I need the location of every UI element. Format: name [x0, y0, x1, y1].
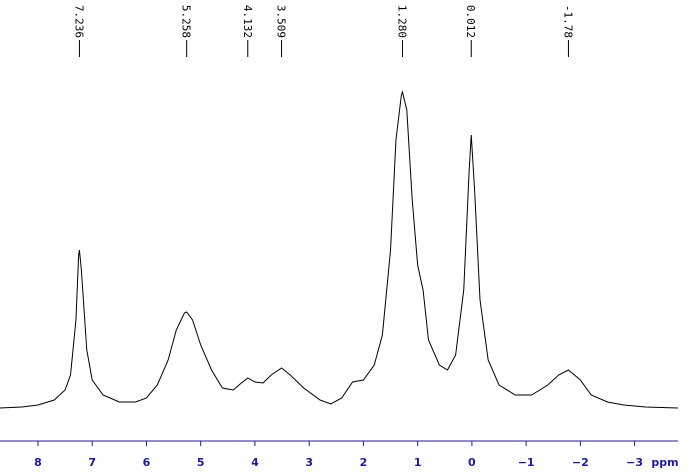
x-tick-label: 7	[88, 456, 96, 469]
x-tick-label: 3	[305, 456, 313, 469]
peak-label: 7.236	[72, 5, 85, 38]
peak-label: -1.78	[561, 5, 574, 38]
x-tick-label: −2	[572, 456, 589, 469]
x-tick-label: −3	[626, 456, 643, 469]
x-tick-label: 6	[143, 456, 151, 469]
x-tick-label: 1	[414, 456, 422, 469]
peak-label: 5.258	[180, 5, 193, 38]
peak-label: 0.012	[464, 5, 477, 38]
peak-label: 3.509	[275, 5, 288, 38]
x-tick-label: 4	[251, 456, 259, 469]
spectrum-line	[0, 90, 679, 409]
peak-label: 4.132	[241, 5, 254, 38]
x-tick-label: 0	[468, 456, 476, 469]
x-tick-label: 5	[197, 456, 205, 469]
x-tick-label: 8	[34, 456, 42, 469]
x-axis-label: ppm	[651, 456, 678, 469]
x-tick-label: 2	[360, 456, 368, 469]
x-tick-label: −1	[518, 456, 535, 469]
peak-label: 1.280	[395, 5, 408, 38]
